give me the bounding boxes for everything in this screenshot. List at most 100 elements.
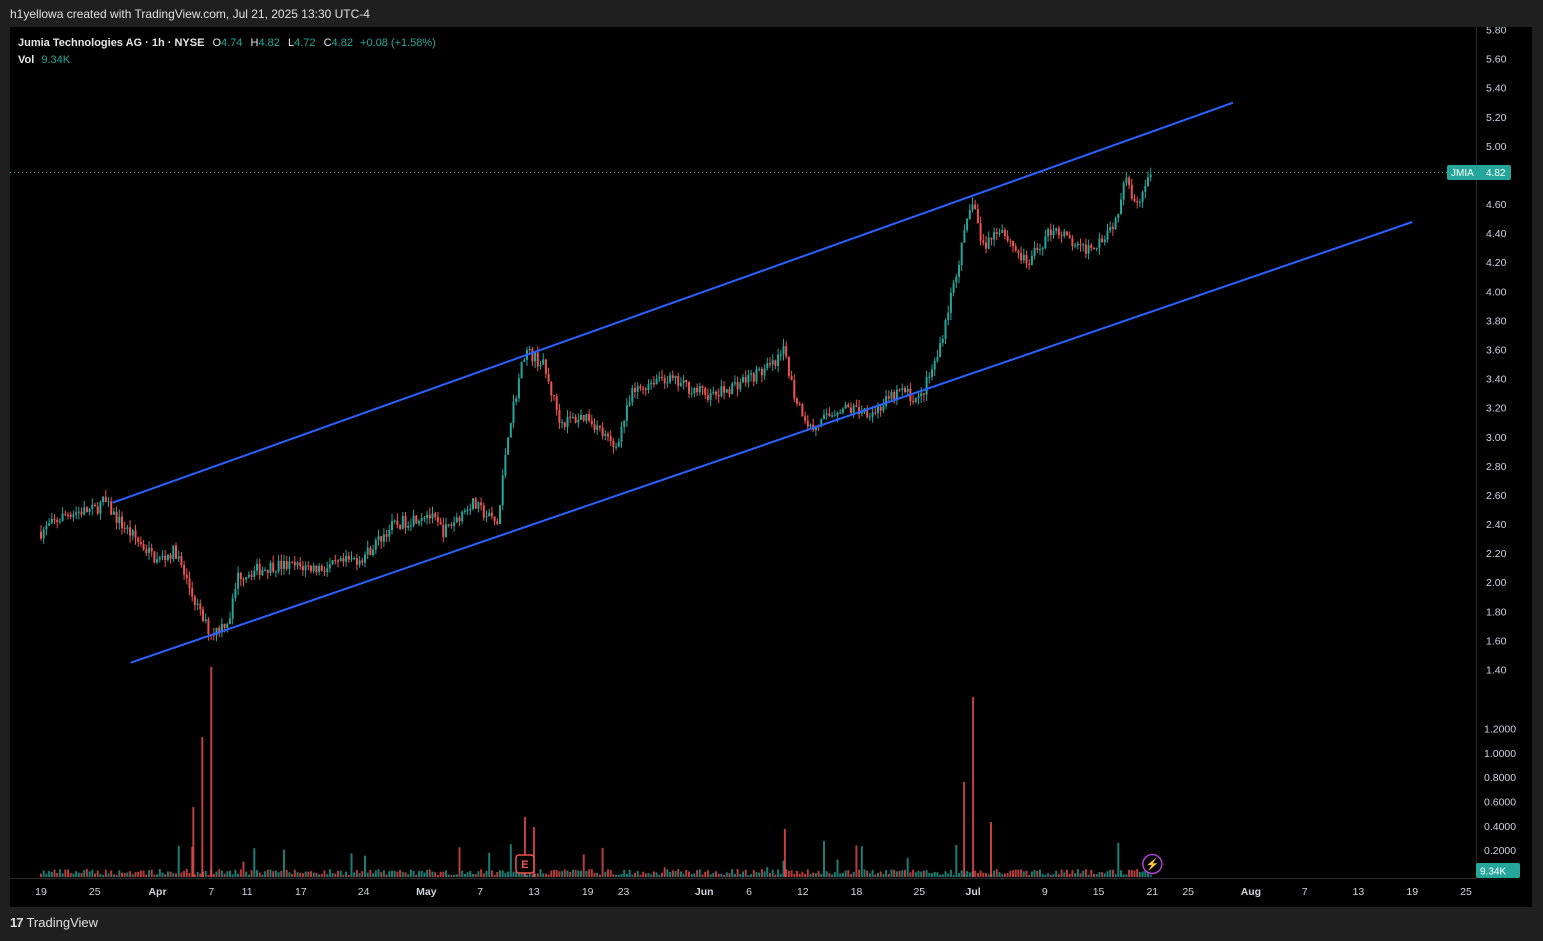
candle-body — [1128, 177, 1131, 185]
candle-body — [80, 511, 83, 515]
candle-body — [415, 515, 418, 524]
candle-body — [742, 377, 744, 383]
candle-body — [976, 209, 979, 224]
volume-bar — [453, 874, 456, 877]
price-axis[interactable]: 5.805.605.405.205.004.804.604.404.204.00… — [1486, 27, 1507, 677]
price-tick-label: 3.80 — [1486, 315, 1507, 327]
volume-bar — [291, 873, 294, 877]
candle-body — [771, 360, 774, 365]
volume-value: 9.34K — [41, 54, 71, 66]
candle-body — [237, 572, 240, 589]
volume-bar — [958, 873, 960, 877]
price-tick-label: 2.40 — [1486, 519, 1507, 531]
time-axis[interactable]: 19 25 Apr 7 11 17 24 May 7 13 19 23 Jun 6 12 18 25 Jul 9 15… — [35, 886, 1472, 898]
volume-bar — [612, 874, 615, 877]
candle-body — [1033, 247, 1036, 256]
volume-bar — [1036, 870, 1039, 877]
volume-bar — [399, 869, 402, 877]
candle-body — [166, 554, 169, 561]
symbol-info[interactable]: Jumia Technologies AG · 1h · NYSE — [18, 37, 205, 49]
volume-bar — [474, 874, 477, 877]
volume-bar — [790, 870, 793, 877]
candle-body — [196, 603, 199, 605]
volume-bar — [979, 870, 982, 877]
volume-bar — [650, 874, 653, 877]
candle-body — [328, 564, 331, 569]
candle-body — [677, 376, 680, 386]
volume-bar — [299, 872, 302, 877]
price-tick-label: 5.20 — [1486, 112, 1507, 124]
candle-body — [898, 389, 901, 391]
volume-bar — [604, 871, 607, 877]
chart-area[interactable]: E⚡ 5.805.605.405.205.004.804.604.404.204… — [10, 27, 1532, 907]
volume-bar — [985, 872, 987, 877]
candle-body — [871, 412, 874, 417]
volume-bar — [126, 872, 129, 877]
price-chart[interactable]: E⚡ 5.805.605.405.205.004.804.604.404.204… — [10, 27, 1532, 907]
volume-bar — [69, 872, 72, 877]
volume-bar — [968, 872, 971, 877]
volume-bar — [112, 874, 115, 877]
candle-body — [418, 520, 420, 524]
volume-bar — [496, 872, 499, 877]
open-label: O — [212, 37, 222, 49]
volume-bar — [625, 873, 628, 877]
candle-body — [512, 401, 515, 423]
volume-bar — [388, 871, 391, 877]
volume-bar — [844, 870, 847, 877]
candle-body — [180, 556, 183, 566]
candle-body — [774, 360, 777, 366]
candle-body — [1114, 218, 1117, 229]
candle-body — [1076, 243, 1079, 246]
event-markers[interactable]: E ⚡ — [515, 853, 1163, 875]
volume-bar — [974, 870, 977, 877]
volume-bar — [134, 872, 137, 877]
volume-bar — [169, 871, 172, 877]
volume-bar — [339, 870, 342, 877]
candle-body — [472, 498, 474, 509]
volume-bar — [663, 867, 666, 877]
volume-bar — [658, 874, 661, 877]
candle-body — [242, 579, 245, 581]
volume-bar — [391, 870, 393, 877]
trend-channel[interactable] — [112, 101, 1413, 664]
candle-body — [796, 398, 798, 404]
volume-bar — [1106, 871, 1109, 877]
candle-body — [1138, 201, 1141, 203]
candle-body — [958, 265, 960, 277]
volume-tag: 9.34K — [1476, 863, 1520, 878]
candle-body — [966, 218, 969, 231]
volume-bar — [831, 874, 834, 877]
candle-body — [56, 519, 59, 523]
candle-body — [852, 405, 855, 413]
volume-bar — [1039, 869, 1041, 877]
volume-bar — [582, 854, 585, 877]
candle-body — [431, 513, 434, 519]
volume-bar — [110, 870, 113, 877]
candle-body — [177, 556, 180, 559]
volume-bar — [382, 870, 385, 877]
candle-body — [801, 403, 804, 417]
volume-bar — [401, 872, 404, 877]
candle-body — [634, 388, 636, 392]
volume-bar — [701, 874, 704, 877]
candle-body — [1041, 248, 1044, 250]
candle-body — [334, 560, 337, 562]
volume-bar — [334, 873, 337, 877]
tradingview-logo[interactable]: 17 TradingView — [10, 915, 98, 930]
candle-body — [717, 394, 720, 397]
volume-bar — [226, 871, 229, 877]
candle-body — [1009, 240, 1012, 242]
candle-body — [215, 627, 218, 636]
candle-body — [1120, 199, 1122, 215]
candle-body — [760, 368, 763, 376]
volume-bar — [504, 872, 507, 877]
volume-bar — [404, 872, 407, 877]
price-tick-label: 3.00 — [1486, 432, 1507, 444]
volume-bar — [67, 869, 69, 877]
candlesticks — [40, 167, 1152, 642]
candle-body — [40, 531, 42, 539]
time-tick-label: 7 — [477, 886, 483, 898]
volume-bar — [250, 870, 253, 877]
volume-bar — [274, 870, 277, 877]
